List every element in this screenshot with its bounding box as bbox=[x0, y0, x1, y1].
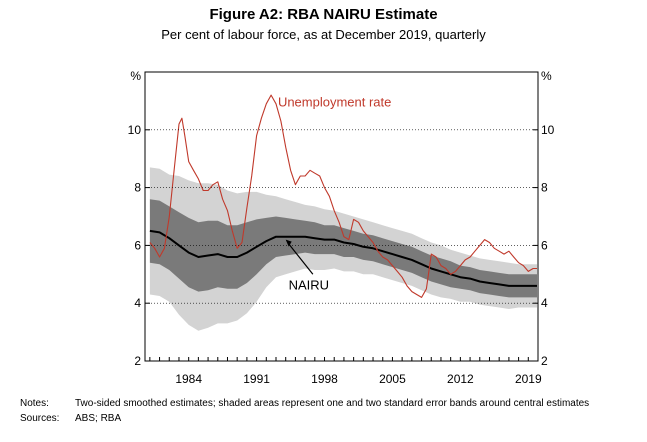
xtick-label: 1998 bbox=[311, 372, 338, 386]
series-lines bbox=[149, 94, 537, 298]
sources-text: ABS; RBA bbox=[75, 413, 122, 424]
plot-frame bbox=[144, 71, 539, 362]
ytick-label-right: 8 bbox=[541, 181, 548, 195]
axes bbox=[144, 71, 539, 362]
chart-title: Figure A2: RBA NAIRU Estimate bbox=[209, 6, 438, 23]
chart-sources: Sources: ABS; RBA bbox=[20, 413, 121, 424]
ytick-label-left: 2 bbox=[134, 354, 141, 368]
xtick-label: 2019 bbox=[515, 372, 542, 386]
xtick-label: 2005 bbox=[379, 372, 406, 386]
notes-label: Notes: bbox=[20, 398, 49, 409]
ytick-label-right: 2 bbox=[541, 354, 548, 368]
xtick-label: 2012 bbox=[447, 372, 474, 386]
ytick-label-left: 6 bbox=[134, 238, 141, 252]
error-bands bbox=[149, 167, 537, 331]
unemployment-rate-label: Unemployment rate bbox=[278, 95, 391, 110]
one-se-band bbox=[149, 199, 537, 298]
ytick-label-left: 4 bbox=[134, 296, 141, 310]
sources-label: Sources: bbox=[20, 413, 60, 424]
ytick-label-right: 6 bbox=[541, 238, 548, 252]
y-unit-left: % bbox=[130, 69, 141, 83]
notes-text: Two-sided smoothed estimates; shaded are… bbox=[75, 398, 590, 409]
xtick-label: 1984 bbox=[175, 372, 202, 386]
ytick-label-left: 10 bbox=[128, 123, 142, 137]
tick-labels: 2 2 4 4 6 6 8 8 10 10% % 1984 1991 1998 2005 2012 2019 bbox=[128, 69, 555, 386]
nairu-arrow-head bbox=[285, 239, 292, 247]
ytick-label-left: 8 bbox=[134, 181, 141, 195]
ytick-label-right: 10 bbox=[541, 123, 555, 137]
unemployment-line bbox=[149, 94, 537, 298]
y-unit-right: % bbox=[541, 69, 552, 83]
nairu-line bbox=[149, 229, 537, 287]
nairu-arrow-line bbox=[287, 242, 314, 275]
ytick-label-right: 4 bbox=[541, 296, 548, 310]
xtick-label: 1991 bbox=[243, 372, 270, 386]
annotations: Unemployment rate NAIRU bbox=[278, 95, 391, 293]
chart-notes: Notes: Two-sided smoothed estimates; shad… bbox=[20, 398, 589, 409]
chart-subtitle: Per cent of labour force, as at December… bbox=[161, 27, 486, 42]
nairu-label: NAIRU bbox=[289, 277, 329, 292]
